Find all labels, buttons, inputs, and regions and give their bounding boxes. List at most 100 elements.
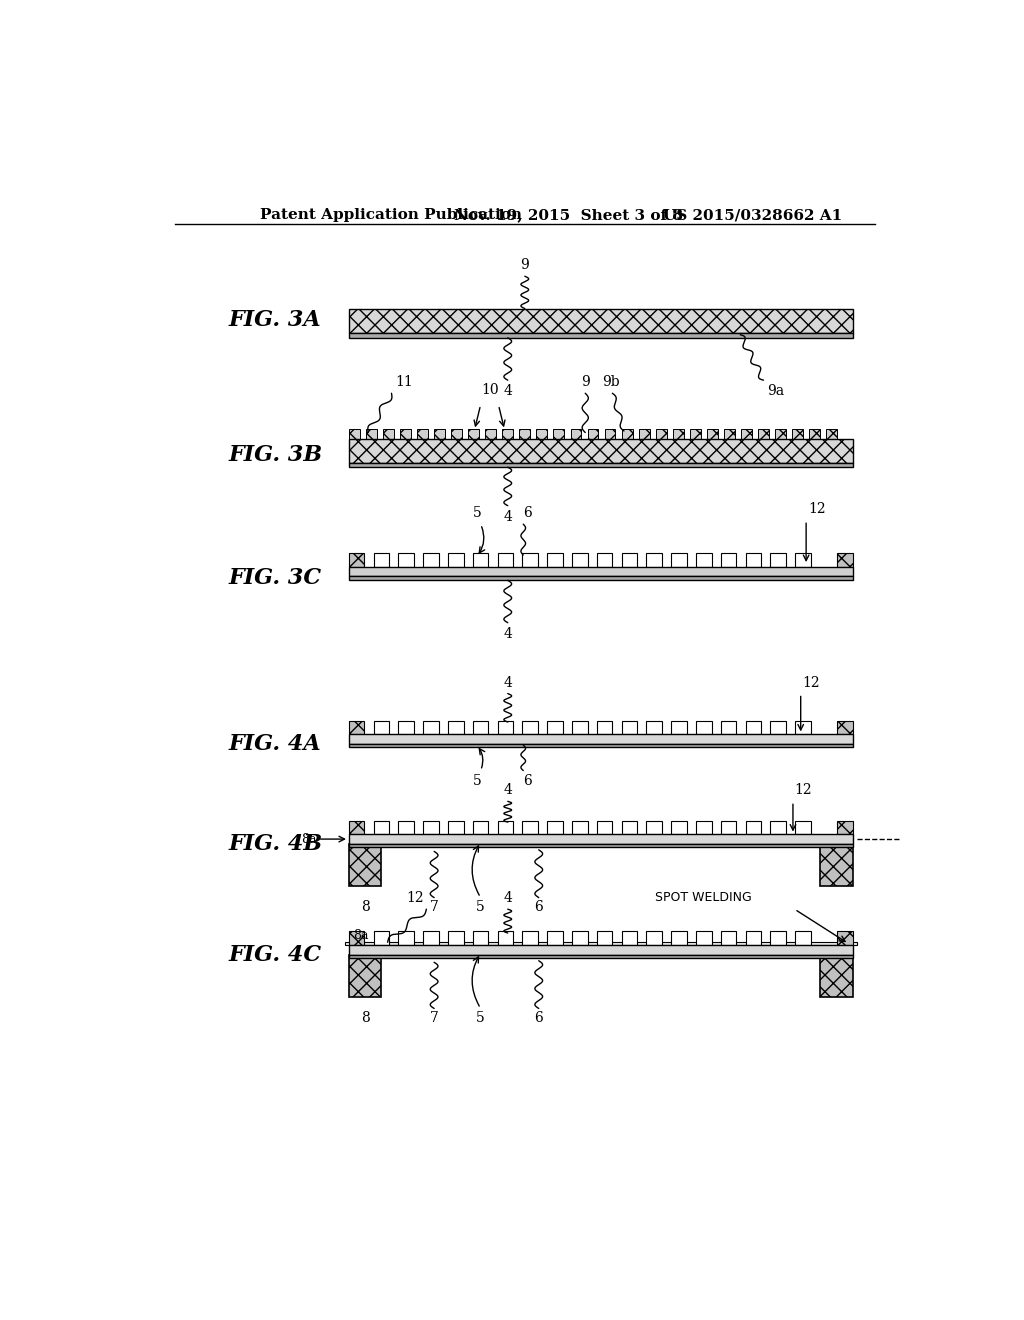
Text: FIG. 4B: FIG. 4B	[228, 833, 323, 855]
Bar	[604, 429, 615, 440]
Bar	[398, 932, 414, 945]
Bar	[349, 429, 359, 440]
Bar	[522, 721, 538, 734]
Text: FIG. 3C: FIG. 3C	[228, 568, 322, 589]
Bar	[349, 843, 381, 886]
Bar	[597, 821, 612, 834]
Bar	[721, 932, 736, 945]
Bar	[793, 429, 803, 440]
Bar	[519, 429, 530, 440]
Bar	[796, 553, 811, 566]
Bar	[547, 932, 563, 945]
Bar	[696, 821, 712, 834]
Bar	[473, 721, 488, 734]
Bar	[672, 932, 687, 945]
Text: 8: 8	[360, 1011, 370, 1024]
Bar	[423, 821, 438, 834]
Bar	[349, 576, 853, 581]
Bar	[639, 429, 649, 440]
Bar	[349, 932, 365, 945]
Bar	[838, 553, 853, 566]
Bar	[349, 440, 853, 462]
Text: 8a: 8a	[352, 929, 369, 942]
Bar	[383, 429, 394, 440]
Bar	[473, 553, 488, 566]
Bar	[349, 566, 853, 576]
Bar	[503, 429, 513, 440]
Bar	[622, 553, 637, 566]
Bar	[498, 932, 513, 945]
Text: FIG. 4A: FIG. 4A	[228, 733, 322, 755]
Bar	[345, 942, 856, 945]
Bar	[449, 821, 464, 834]
Text: 5: 5	[472, 507, 481, 520]
Bar	[672, 721, 687, 734]
Bar	[721, 721, 736, 734]
Bar	[721, 821, 736, 834]
Bar	[796, 932, 811, 945]
Text: 6: 6	[535, 900, 543, 913]
Text: 4: 4	[504, 627, 512, 640]
Bar	[820, 954, 853, 997]
Bar	[646, 932, 662, 945]
Bar	[796, 721, 811, 734]
Text: 9a: 9a	[767, 384, 784, 399]
Bar	[696, 932, 712, 945]
Bar	[758, 429, 769, 440]
Bar	[349, 553, 365, 566]
Bar	[745, 721, 761, 734]
Text: 4: 4	[504, 510, 512, 524]
Bar	[449, 553, 464, 566]
Bar	[597, 721, 612, 734]
Text: SPOT WELDING: SPOT WELDING	[655, 891, 752, 904]
Bar	[838, 932, 853, 945]
Text: 8: 8	[360, 900, 370, 913]
Bar	[398, 821, 414, 834]
Bar	[741, 429, 752, 440]
Bar	[770, 821, 786, 834]
Bar	[374, 553, 389, 566]
Text: FIG. 3B: FIG. 3B	[228, 444, 323, 466]
Text: 9: 9	[581, 375, 590, 389]
Bar	[707, 429, 718, 440]
Bar	[366, 429, 377, 440]
Text: FIG. 4C: FIG. 4C	[228, 944, 322, 966]
Bar	[473, 932, 488, 945]
Text: 12: 12	[809, 503, 826, 516]
Bar	[522, 821, 538, 834]
Text: Nov. 19, 2015  Sheet 3 of 8: Nov. 19, 2015 Sheet 3 of 8	[454, 209, 683, 223]
Bar	[696, 721, 712, 734]
Text: 5: 5	[472, 775, 481, 788]
Bar	[349, 743, 853, 747]
Bar	[696, 553, 712, 566]
Text: 10: 10	[481, 383, 499, 397]
Bar	[398, 721, 414, 734]
Bar	[423, 553, 438, 566]
Bar	[588, 429, 598, 440]
Bar	[498, 553, 513, 566]
Bar	[349, 954, 381, 997]
Text: 4: 4	[504, 891, 512, 906]
Bar	[622, 932, 637, 945]
Bar	[522, 932, 538, 945]
Bar	[838, 721, 853, 734]
Text: 9: 9	[520, 259, 529, 272]
Bar	[622, 721, 637, 734]
Text: 12: 12	[407, 891, 424, 906]
Bar	[721, 553, 736, 566]
Bar	[349, 821, 365, 834]
Bar	[672, 821, 687, 834]
Bar	[646, 553, 662, 566]
Bar	[374, 721, 389, 734]
Bar	[400, 429, 411, 440]
Bar	[646, 721, 662, 734]
Bar	[673, 429, 684, 440]
Bar	[572, 553, 588, 566]
Bar	[646, 821, 662, 834]
Text: 11: 11	[395, 375, 413, 389]
Text: 6: 6	[523, 507, 532, 520]
Bar	[473, 821, 488, 834]
Bar	[449, 721, 464, 734]
Bar	[770, 553, 786, 566]
Text: 4: 4	[504, 784, 512, 797]
